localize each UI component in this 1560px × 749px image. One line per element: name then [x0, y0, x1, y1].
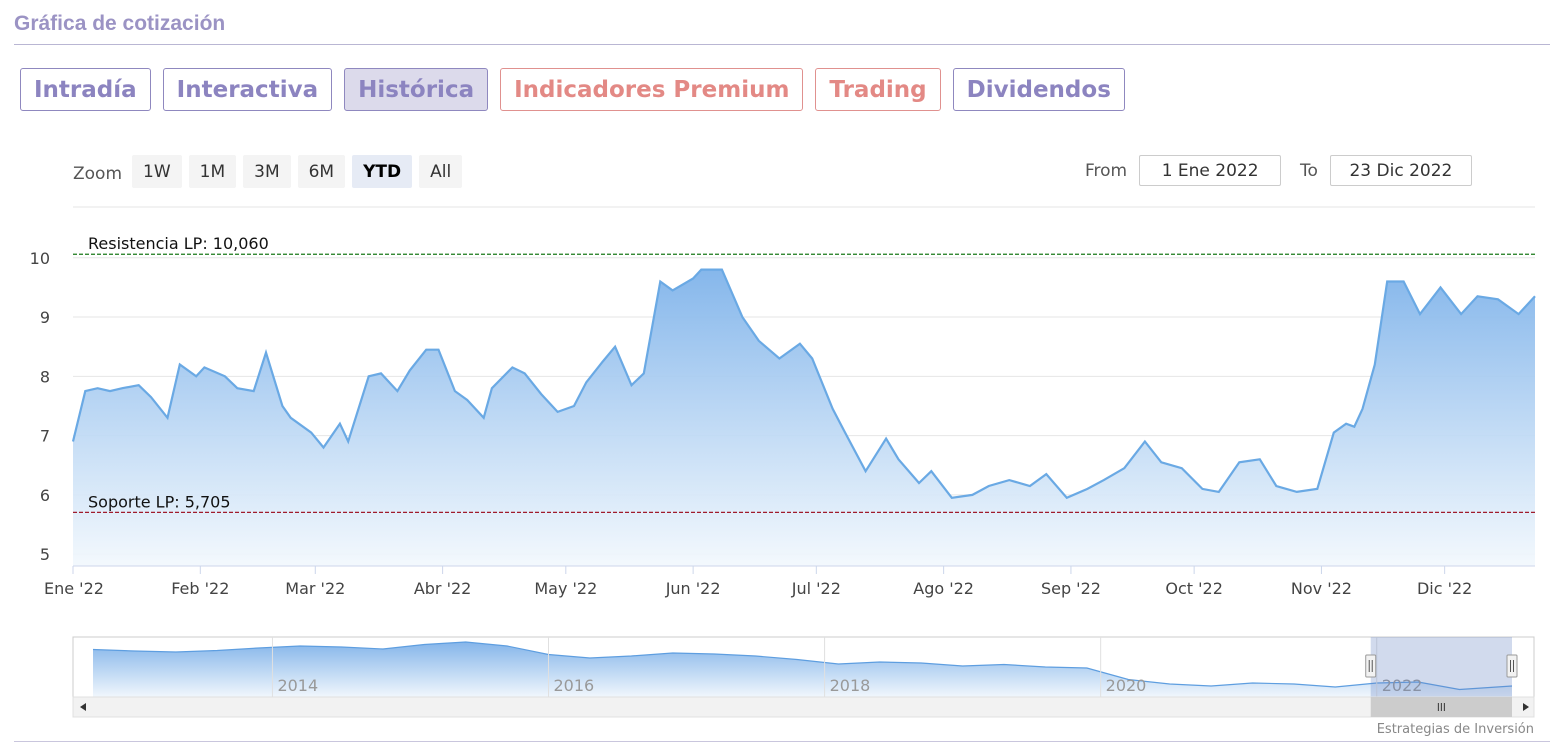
x-tick-label: Feb '22 — [171, 579, 229, 598]
x-tick-label: Sep '22 — [1041, 579, 1101, 598]
zoom-label: Zoom — [73, 163, 123, 184]
zoom-bar: Zoom 1W 1M 3M 6M YTD All — [73, 155, 469, 188]
scrollbar-thumb[interactable] — [1370, 697, 1512, 717]
scrollbar-track[interactable] — [72, 696, 1535, 718]
zoom-1w-button[interactable]: 1W — [132, 155, 182, 188]
tab-intrad-a[interactable]: Intradía — [20, 68, 151, 111]
plot-line-label: Soporte LP: 5,705 — [88, 492, 231, 511]
x-tick-label: Abr '22 — [414, 579, 472, 598]
x-tick-label: Nov '22 — [1291, 579, 1352, 598]
y-tick-label: 10 — [30, 249, 50, 268]
navigator-area — [93, 642, 1512, 697]
x-tick-label: Jul '22 — [791, 579, 841, 598]
to-date-input[interactable]: 23 Dic 2022 — [1329, 155, 1472, 186]
plot-lines: Resistencia LP: 10,060 Soporte LP: 5,705 — [73, 234, 1535, 513]
navigator-frame — [72, 636, 1535, 698]
x-tick-label: Jun '22 — [665, 579, 721, 598]
range-from: From 1 Ene 2022 — [1085, 155, 1282, 186]
y-tick-label: 6 — [40, 486, 50, 505]
section-title: Gráfica de cotización — [14, 12, 226, 35]
title-divider — [14, 44, 1550, 45]
chart-tabs: Intradía Interactiva Histórica Indicadores … — [20, 68, 1125, 111]
navigator-year-label: 2016 — [554, 676, 595, 695]
zoom-buttons: 1W 1M 3M 6M YTD All — [132, 155, 469, 188]
credits: Estrategias de Inversión — [1377, 722, 1534, 737]
scroll-left-icon[interactable] — [80, 703, 86, 711]
price-area — [73, 269, 1535, 566]
from-label: From — [1085, 160, 1128, 181]
navigator[interactable]: 2014 2016 2018 2020 2022 — [72, 636, 1535, 718]
plot-line-label: Resistencia LP: 10,060 — [88, 234, 269, 253]
y-tick-label: 9 — [40, 308, 50, 327]
bottom-divider — [14, 741, 1550, 742]
navigator-year-label: 2018 — [830, 676, 871, 695]
y-tick-label: 8 — [40, 367, 50, 386]
tab-trading[interactable]: Trading — [815, 68, 941, 111]
price-line — [71, 268, 1536, 500]
navigator-year-label: 2014 — [277, 676, 318, 695]
navigator-line — [92, 641, 1513, 691]
zoom-all-button[interactable]: All — [419, 155, 463, 188]
from-date-input[interactable]: 1 Ene 2022 — [1139, 155, 1282, 186]
y-tick-label: 5 — [40, 545, 50, 564]
y-tick-label: 7 — [40, 427, 50, 446]
y-axis-labels: 5 6 7 8 9 10 — [30, 249, 50, 564]
navigator-left-handle[interactable] — [1365, 654, 1377, 678]
zoom-3m-button[interactable]: 3M — [243, 155, 291, 188]
zoom-6m-button[interactable]: 6M — [297, 155, 346, 188]
zoom-1m-button[interactable]: 1M — [188, 155, 237, 188]
x-tick-label: Ago '22 — [913, 579, 974, 598]
x-tick-label: Dic '22 — [1417, 579, 1472, 598]
y-grid — [73, 206, 1535, 555]
tab-dividendos[interactable]: Dividendos — [952, 68, 1125, 111]
x-tick-label: Oct '22 — [1165, 579, 1223, 598]
tab-interactiva[interactable]: Interactiva — [162, 68, 333, 111]
x-tick-label: Ene '22 — [44, 579, 104, 598]
navigator-year-label: 2020 — [1106, 676, 1147, 695]
tab-hist-rica[interactable]: Histórica — [344, 68, 489, 111]
x-tick-label: Mar '22 — [285, 579, 345, 598]
navigator-selection[interactable] — [1370, 637, 1512, 697]
zoom-ytd-button[interactable]: YTD — [352, 155, 413, 188]
navigator-year-label: 2022 — [1382, 676, 1423, 695]
range-to: To 23 Dic 2022 — [1300, 155, 1472, 186]
x-tick-label: May '22 — [534, 579, 597, 598]
navigator-right-handle[interactable] — [1506, 654, 1518, 678]
scroll-right-icon[interactable] — [1523, 703, 1529, 711]
to-label: To — [1300, 160, 1318, 181]
tab-indicadores-premium[interactable]: Indicadores Premium — [500, 68, 804, 111]
x-axis: Ene '22 Feb '22 Mar '22 Abr '22 May '22 Jun '… — [44, 565, 1535, 598]
